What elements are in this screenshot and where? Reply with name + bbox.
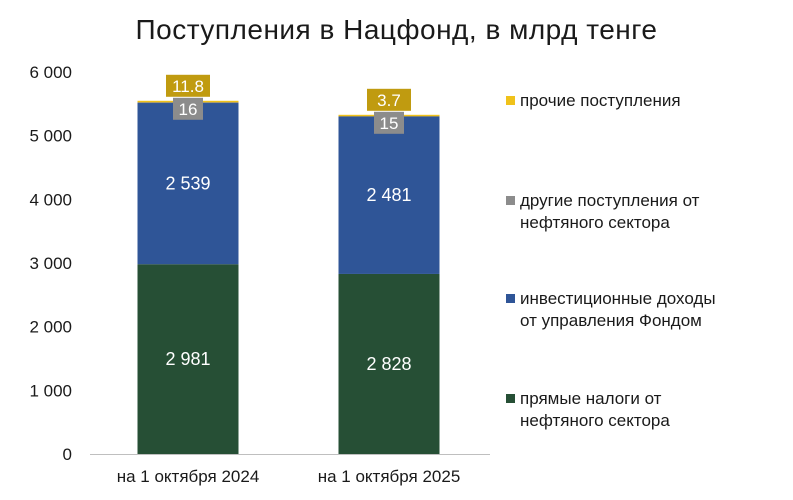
- y-tick-label: 4 000: [29, 190, 72, 209]
- legend-label: прочие поступления: [520, 91, 681, 110]
- legend-swatch: [506, 394, 515, 403]
- legend-label: прямые налоги от: [520, 389, 662, 408]
- legend: прочие поступления другие поступления от н…: [506, 91, 716, 430]
- legend-label: нефтяного сектора: [520, 411, 670, 430]
- y-tick-label: 5 000: [29, 127, 72, 146]
- x-category-label: на 1 октября 2025: [318, 467, 461, 486]
- bar-segment: [338, 273, 440, 454]
- data-label: 15: [380, 114, 399, 133]
- legend-swatch: [506, 196, 515, 205]
- data-label: 11.8: [172, 77, 204, 96]
- data-label: 2 539: [165, 173, 210, 193]
- data-label-box: [166, 74, 210, 97]
- y-tick-label: 2 000: [29, 318, 72, 337]
- y-tick-label: 3 000: [29, 254, 72, 273]
- data-label: 3.7: [377, 91, 401, 110]
- legend-label: от управления Фондом: [520, 311, 702, 330]
- bars-layer: 2 981 2 539 16 11.8 2 828 2 481 15 3.7: [137, 74, 440, 454]
- x-category-label: на 1 октября 2024: [117, 467, 260, 486]
- chart-title: Поступления в Нацфонд, в млрд тенге: [135, 14, 658, 45]
- data-label-box: [374, 111, 404, 134]
- y-axis: 0 1 000 2 000 3 000 4 000 5 000 6 000: [29, 63, 72, 464]
- y-tick-label: 0: [63, 445, 72, 464]
- y-tick-label: 1 000: [29, 381, 72, 400]
- legend-label: нефтяного сектора: [520, 213, 670, 232]
- legend-swatch: [506, 96, 515, 105]
- x-axis: на 1 октября 2024 на 1 октября 2025: [90, 454, 490, 486]
- data-label: 2 828: [366, 354, 411, 374]
- data-label-box: [173, 97, 203, 120]
- data-label: 2 481: [366, 185, 411, 205]
- legend-swatch: [506, 294, 515, 303]
- bar-segment: [137, 264, 239, 454]
- data-label: 2 981: [165, 349, 210, 369]
- bar-segment: [137, 102, 239, 265]
- data-label: 16: [179, 100, 198, 119]
- legend-label: инвестиционные доходы: [520, 289, 716, 308]
- data-label-box: [367, 88, 411, 111]
- y-tick-label: 6 000: [29, 63, 72, 82]
- legend-label: другие поступления от: [520, 191, 700, 210]
- bar-segment: [338, 115, 440, 274]
